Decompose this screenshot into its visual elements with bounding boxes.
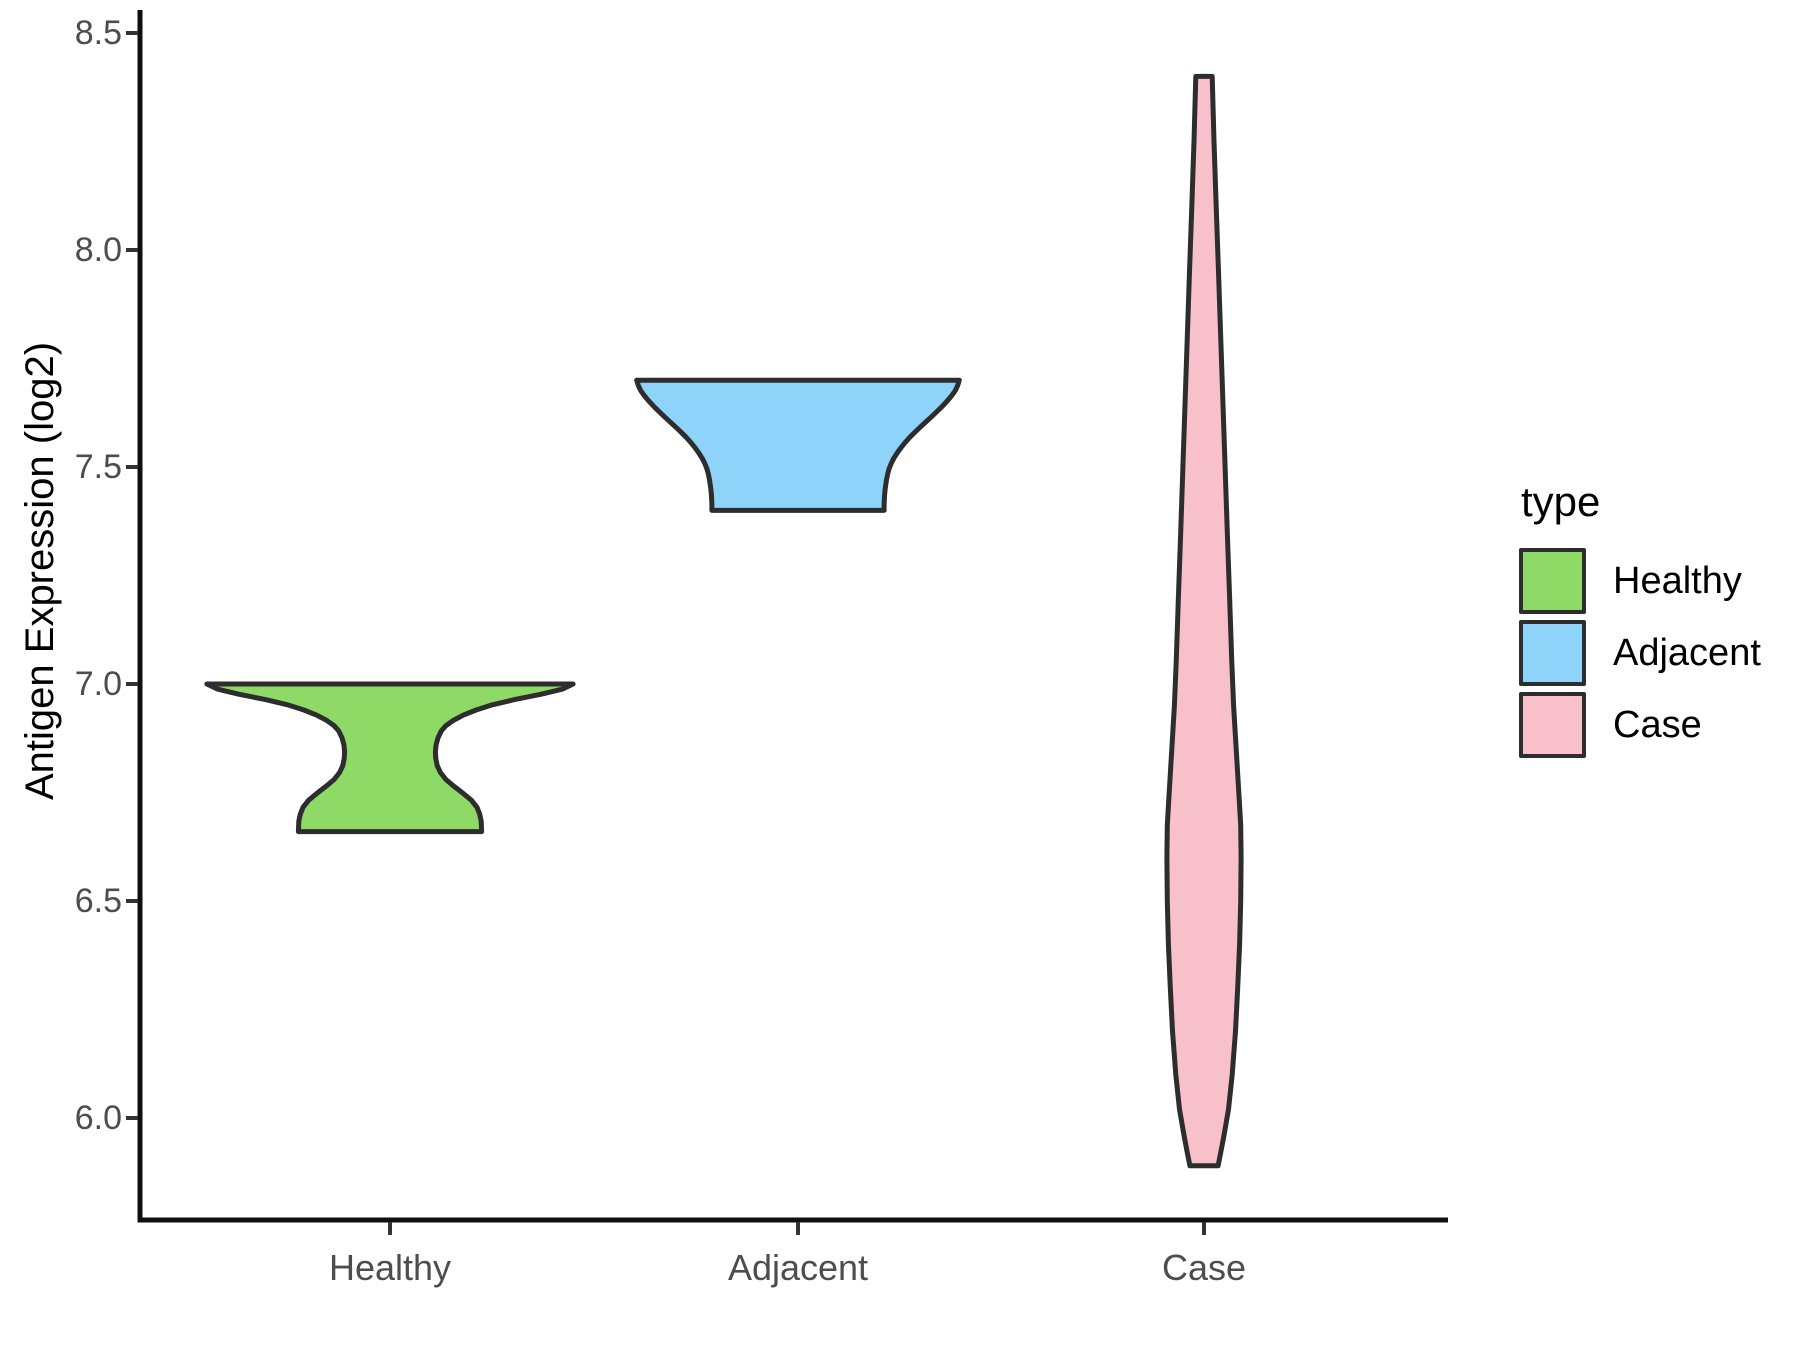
y-tick-label: 6.5 xyxy=(74,882,122,920)
legend-label: Adjacent xyxy=(1613,632,1761,674)
legend-item-adjacent: Adjacent xyxy=(1519,620,1799,686)
legend-swatch-adjacent xyxy=(1519,620,1586,686)
legend-swatch-case xyxy=(1519,692,1586,758)
y-axis-title: Antigen Expression (log2) xyxy=(18,341,62,801)
legend-label: Case xyxy=(1613,704,1702,746)
axes xyxy=(126,10,1448,1235)
legend-item-case: Case xyxy=(1519,692,1799,758)
y-tick-label: 8.5 xyxy=(74,14,122,52)
legend-title: type xyxy=(1521,478,1601,525)
y-tick-label: 7.0 xyxy=(74,665,122,703)
x-tick-label-healthy: Healthy xyxy=(328,1247,452,1288)
violin-adjacent xyxy=(634,377,962,513)
legend-swatch-healthy xyxy=(1519,548,1586,614)
x-tick-label-adjacent: Adjacent xyxy=(727,1247,869,1288)
y-tick-label: 8.0 xyxy=(74,231,122,269)
x-tick-label-case: Case xyxy=(1161,1247,1247,1288)
violins xyxy=(204,73,1244,1169)
y-tick-label: 7.5 xyxy=(74,448,122,486)
violin-case xyxy=(1164,73,1244,1169)
legend: type Healthy Adjacent Case xyxy=(1519,476,1799,776)
legend-item-healthy: Healthy xyxy=(1519,548,1799,614)
legend-label: Healthy xyxy=(1613,560,1742,602)
violin-healthy xyxy=(204,681,576,835)
y-tick-label: 6.0 xyxy=(74,1099,122,1137)
